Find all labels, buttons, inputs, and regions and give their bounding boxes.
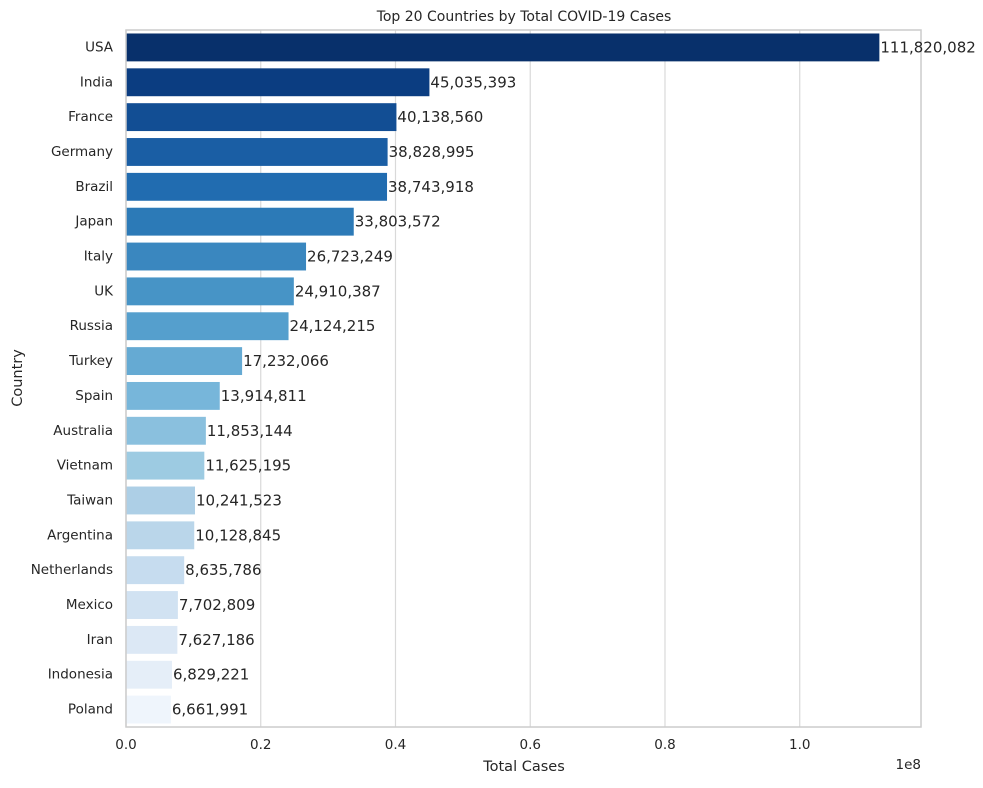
- bar: [126, 591, 178, 619]
- y-tick-label: Indonesia: [48, 667, 113, 683]
- bar: [126, 277, 294, 306]
- bar-value-label: 13,914,811: [221, 387, 307, 405]
- bar: [126, 347, 243, 376]
- bar-value-label: 24,910,387: [295, 282, 381, 300]
- bar-value-label: 11,853,144: [207, 422, 293, 440]
- plot-frame: [125, 29, 922, 728]
- y-tick-label: Spain: [75, 388, 113, 404]
- y-axis-label: Country: [10, 349, 26, 407]
- bar: [126, 625, 178, 654]
- y-tick-label: Netherlands: [31, 562, 113, 578]
- y-tick-label: Brazil: [75, 179, 113, 195]
- y-tick-label: Australia: [53, 423, 113, 439]
- y-tick-label: Iran: [87, 632, 113, 648]
- bar-value-label: 38,828,995: [389, 143, 475, 161]
- x-axis-offset-text: 1e8: [896, 757, 921, 773]
- bar: [126, 416, 206, 445]
- bar-value-label: 10,241,523: [196, 491, 282, 509]
- x-axis-label: Total Cases: [482, 759, 565, 775]
- x-tick-labels: 0.0 0.2 0.4 0.6 0.8 1.0: [115, 737, 810, 753]
- y-tick-label: Japan: [74, 214, 113, 230]
- bar-value-label: 17,232,066: [243, 352, 329, 370]
- bars: [126, 33, 880, 724]
- bar-value-label: 33,803,572: [355, 213, 441, 231]
- bar-value-label: 26,723,249: [307, 248, 393, 266]
- bar-value-label: 6,829,221: [173, 666, 249, 684]
- bar: [126, 556, 185, 585]
- grid-lines: [125, 30, 801, 727]
- bar: [126, 451, 205, 480]
- bar-value-label: 38,743,918: [388, 178, 474, 196]
- bar-value-label: 8,635,786: [185, 561, 261, 579]
- bar-value-label: 24,124,215: [290, 317, 376, 335]
- y-tick-label: France: [68, 109, 113, 125]
- bar-value-label: 40,138,560: [397, 108, 483, 126]
- y-tick-label: USA: [85, 39, 114, 55]
- bar-value-label: 7,702,809: [179, 596, 255, 614]
- bar-value-label: 6,661,991: [172, 701, 248, 719]
- x-tick-label: 0.8: [654, 737, 675, 753]
- bar: [126, 381, 220, 410]
- chart-title: Top 20 Countries by Total COVID-19 Cases: [376, 9, 672, 25]
- y-tick-label: Argentina: [47, 527, 113, 543]
- bar: [126, 242, 307, 271]
- bar: [126, 486, 196, 515]
- y-tick-label: Mexico: [66, 597, 113, 613]
- bar-value-label: 111,820,082: [880, 38, 975, 56]
- y-tick-label: Germany: [51, 144, 113, 160]
- bar: [126, 68, 430, 97]
- bar: [126, 172, 388, 201]
- bar: [126, 660, 173, 689]
- y-tick-label: Poland: [68, 702, 113, 718]
- y-tick-label: India: [80, 74, 113, 90]
- bar: [126, 521, 195, 550]
- bar: [126, 695, 171, 724]
- y-tick-label: Russia: [70, 318, 113, 334]
- bar: [126, 103, 397, 132]
- bar: [126, 138, 388, 166]
- x-tick-label: 0.6: [519, 737, 540, 753]
- bar-value-label: 7,627,186: [178, 631, 254, 649]
- y-tick-label: Taiwan: [66, 492, 113, 508]
- bar-value-label: 45,035,393: [430, 73, 516, 91]
- y-tick-label: Turkey: [68, 353, 113, 369]
- y-tick-labels: USA India France Germany Brazil Japan Italy UK R…: [31, 39, 114, 717]
- bar: [126, 207, 354, 236]
- bar: [126, 33, 880, 62]
- plot-border: [125, 29, 922, 728]
- bar-value-labels: 111,820,082 45,035,393 40,138,560 38,828,99…: [172, 38, 976, 718]
- x-tick-label: 0.0: [115, 737, 136, 753]
- bar-value-label: 11,625,195: [205, 457, 291, 475]
- y-tick-label: UK: [94, 283, 114, 299]
- y-tick-label: Italy: [84, 249, 113, 265]
- x-tick-label: 0.2: [250, 737, 271, 753]
- x-tick-label: 0.4: [385, 737, 406, 753]
- y-tick-label: Vietnam: [57, 458, 113, 474]
- bar-value-label: 10,128,845: [195, 526, 281, 544]
- x-tick-label: 1.0: [789, 737, 810, 753]
- bar: [126, 312, 289, 341]
